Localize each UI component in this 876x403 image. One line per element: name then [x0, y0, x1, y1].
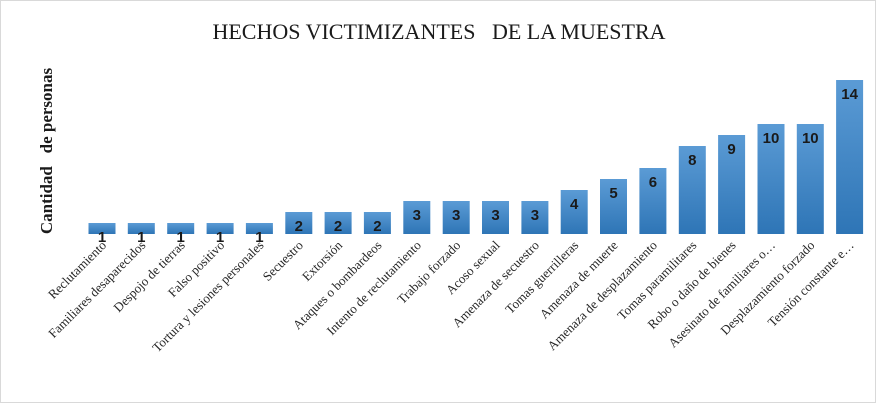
- bar-14: [639, 168, 667, 234]
- data-label-0: 1: [98, 229, 106, 246]
- data-label-8: 3: [413, 207, 421, 224]
- bar-6: [324, 212, 352, 234]
- bar-3: [206, 223, 234, 234]
- data-label-18: 10: [802, 130, 819, 147]
- bar-5: [285, 212, 313, 234]
- data-label-4: 1: [255, 229, 263, 246]
- bar-15: [678, 146, 706, 234]
- data-label-15: 8: [688, 152, 696, 169]
- bar-11: [521, 201, 549, 234]
- data-label-3: 1: [216, 229, 224, 246]
- bar-1: [127, 223, 155, 234]
- bar-16: [718, 135, 746, 234]
- data-label-11: 3: [531, 207, 539, 224]
- data-label-17: 10: [763, 130, 780, 147]
- bar-13: [600, 179, 627, 234]
- data-label-7: 2: [373, 218, 381, 235]
- bar-9: [442, 201, 470, 234]
- bar-8: [403, 201, 431, 234]
- bar-7: [363, 212, 391, 234]
- data-label-12: 4: [570, 196, 579, 213]
- bar-12: [560, 190, 588, 234]
- data-label-6: 2: [334, 218, 342, 235]
- data-label-16: 9: [727, 141, 735, 158]
- bar-0: [88, 223, 116, 234]
- chart-title: HECHOS VICTIMIZANTES DE LA MUESTRA: [212, 19, 666, 44]
- data-label-1: 1: [137, 229, 145, 246]
- data-label-14: 6: [649, 174, 657, 191]
- bar-18: [796, 124, 824, 234]
- data-label-9: 3: [452, 207, 460, 224]
- category-label-2: Despojo de tierras: [110, 238, 187, 315]
- bar-19: [836, 80, 864, 234]
- data-label-5: 2: [295, 218, 303, 235]
- data-label-13: 5: [609, 185, 617, 202]
- bar-2: [167, 223, 195, 234]
- bar-17: [757, 124, 785, 234]
- bar-10: [482, 201, 509, 234]
- data-label-19: 14: [841, 86, 858, 103]
- bar-4: [245, 223, 273, 234]
- category-label-5: Secuestro: [260, 238, 306, 284]
- data-label-10: 3: [491, 207, 499, 224]
- data-label-2: 1: [177, 229, 185, 246]
